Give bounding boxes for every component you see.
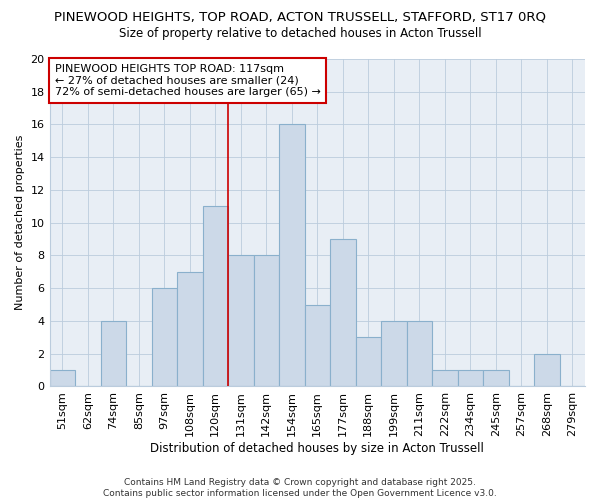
Y-axis label: Number of detached properties: Number of detached properties [15,135,25,310]
Bar [483,370,509,386]
Bar [228,256,254,386]
Bar [458,370,483,386]
Bar [305,304,330,386]
Bar [101,321,126,386]
Bar [381,321,407,386]
Bar [330,239,356,386]
X-axis label: Distribution of detached houses by size in Acton Trussell: Distribution of detached houses by size … [151,442,484,455]
Bar [356,338,381,386]
Text: PINEWOOD HEIGHTS, TOP ROAD, ACTON TRUSSELL, STAFFORD, ST17 0RQ: PINEWOOD HEIGHTS, TOP ROAD, ACTON TRUSSE… [54,10,546,23]
Bar [279,124,305,386]
Bar [203,206,228,386]
Bar [152,288,177,386]
Bar [534,354,560,386]
Text: Contains HM Land Registry data © Crown copyright and database right 2025.
Contai: Contains HM Land Registry data © Crown c… [103,478,497,498]
Bar [50,370,75,386]
Text: PINEWOOD HEIGHTS TOP ROAD: 117sqm
← 27% of detached houses are smaller (24)
72% : PINEWOOD HEIGHTS TOP ROAD: 117sqm ← 27% … [55,64,321,97]
Bar [407,321,432,386]
Bar [254,256,279,386]
Text: Size of property relative to detached houses in Acton Trussell: Size of property relative to detached ho… [119,28,481,40]
Bar [432,370,458,386]
Bar [177,272,203,386]
